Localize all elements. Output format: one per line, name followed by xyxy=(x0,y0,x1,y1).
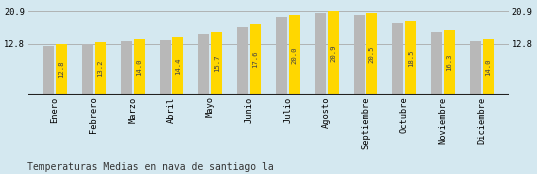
Bar xyxy=(405,21,416,95)
Text: 20.0: 20.0 xyxy=(291,46,297,64)
Bar xyxy=(444,30,455,95)
Text: 16.3: 16.3 xyxy=(446,54,453,71)
Bar xyxy=(289,15,300,95)
Bar xyxy=(250,24,261,95)
Bar xyxy=(237,27,248,95)
Text: 12.8: 12.8 xyxy=(59,61,64,78)
Bar xyxy=(95,42,106,95)
Bar xyxy=(315,13,326,95)
Bar xyxy=(199,34,209,95)
Bar xyxy=(276,17,287,95)
Text: 14.0: 14.0 xyxy=(485,58,491,76)
Bar xyxy=(431,32,442,95)
Text: 14.4: 14.4 xyxy=(175,57,181,75)
Text: 13.2: 13.2 xyxy=(97,60,103,77)
Bar xyxy=(211,32,222,95)
Bar xyxy=(82,44,93,95)
Text: 20.5: 20.5 xyxy=(369,45,375,63)
Bar xyxy=(121,41,132,95)
Bar xyxy=(159,39,171,95)
Bar xyxy=(483,39,494,95)
Bar xyxy=(43,46,54,95)
Bar xyxy=(354,15,365,95)
Bar xyxy=(172,37,183,95)
Text: Temperaturas Medias en nava de santiago la: Temperaturas Medias en nava de santiago … xyxy=(27,162,273,172)
Text: 14.0: 14.0 xyxy=(136,58,142,76)
Bar xyxy=(328,11,338,95)
Bar xyxy=(470,41,481,95)
Text: 15.7: 15.7 xyxy=(214,55,220,72)
Text: 17.6: 17.6 xyxy=(252,51,258,68)
Text: 20.9: 20.9 xyxy=(330,44,336,62)
Bar xyxy=(134,39,144,95)
Bar xyxy=(56,44,67,95)
Bar xyxy=(366,13,378,95)
Text: 18.5: 18.5 xyxy=(408,49,413,67)
Bar xyxy=(393,23,403,95)
